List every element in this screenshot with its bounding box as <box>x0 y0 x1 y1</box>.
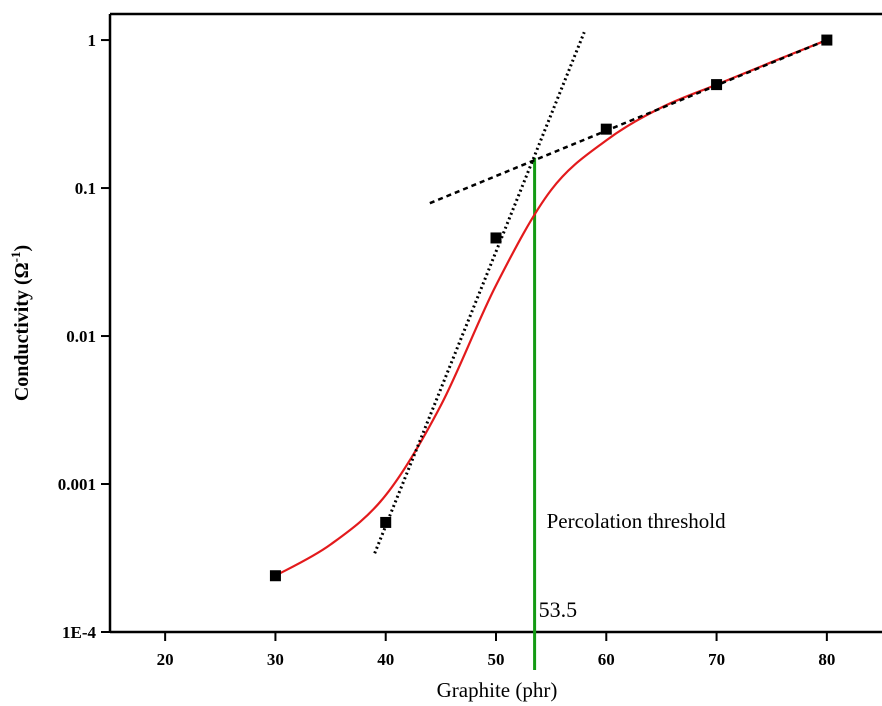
y-tick-label: 0.1 <box>75 179 96 198</box>
y-tick-label: 1 <box>88 31 97 50</box>
data-point <box>600 123 612 135</box>
x-tick-label: 60 <box>598 650 615 669</box>
x-tick-label: 80 <box>818 650 835 669</box>
y-label-text: Conductivity (Ω <box>11 262 33 401</box>
x-tick-label: 70 <box>708 650 725 669</box>
data-point <box>711 79 723 91</box>
data-point <box>380 516 392 528</box>
y-label-end: ) <box>11 245 33 252</box>
y-tick-label: 0.01 <box>66 327 96 346</box>
y-tick-label: 0.001 <box>58 475 96 494</box>
threshold-label: Percolation threshold <box>547 509 727 533</box>
data-point <box>269 570 281 582</box>
threshold-value: 53.5 <box>539 597 578 622</box>
x-tick-label: 40 <box>377 650 394 669</box>
dashed-line <box>429 38 828 205</box>
y-label-sup: -1 <box>8 252 23 263</box>
x-tick-label: 30 <box>267 650 284 669</box>
data-point <box>490 232 502 244</box>
x-tick-label: 20 <box>157 650 174 669</box>
data-point <box>821 34 833 46</box>
x-tick-label: 50 <box>488 650 505 669</box>
smooth-line <box>274 39 828 577</box>
x-axis-label: Graphite (phr) <box>437 678 558 702</box>
y-axis-label: Conductivity (Ω-1) <box>8 245 33 401</box>
y-tick-label: 1E-4 <box>62 623 97 642</box>
dotted-line <box>373 31 586 554</box>
